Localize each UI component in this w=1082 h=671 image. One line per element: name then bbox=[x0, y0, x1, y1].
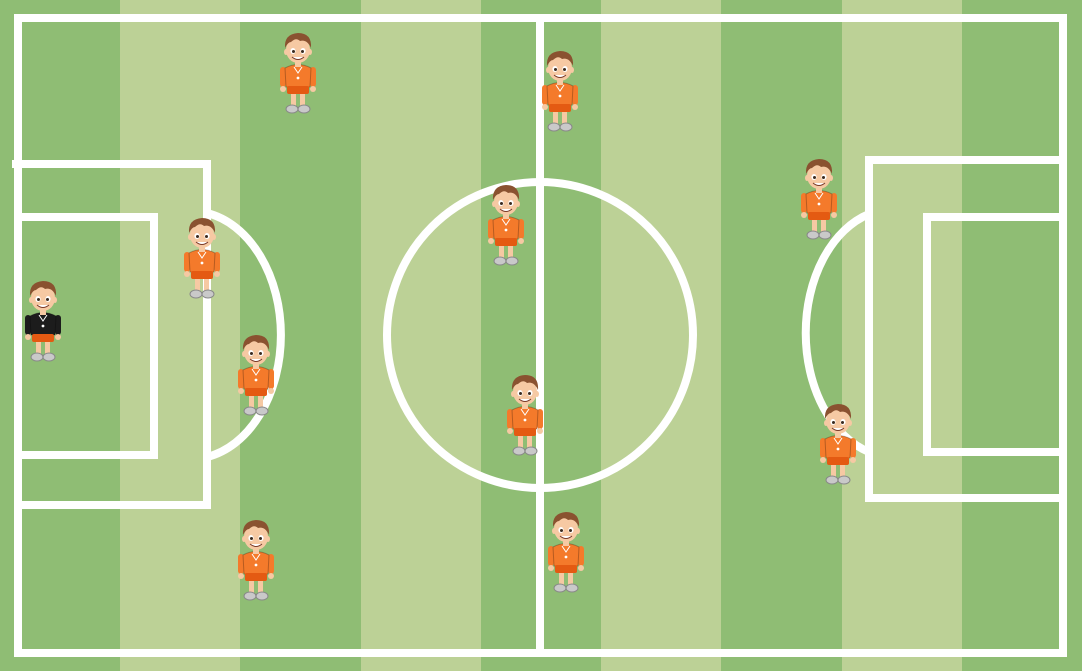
player-goalkeeper[interactable] bbox=[21, 276, 65, 364]
pitch-stripe bbox=[721, 0, 843, 671]
player-figure bbox=[548, 512, 584, 593]
right-goal-area bbox=[923, 213, 1063, 456]
player-figure bbox=[238, 335, 274, 416]
player-forward-2[interactable] bbox=[816, 399, 860, 487]
left-penalty-area bbox=[12, 160, 211, 509]
player-figure bbox=[801, 159, 837, 240]
player-defender-2[interactable] bbox=[234, 330, 278, 418]
player-midfielder-4[interactable] bbox=[544, 507, 588, 595]
center-circle bbox=[383, 178, 697, 492]
pitch-stripe bbox=[360, 0, 482, 671]
left-goal-area bbox=[18, 213, 158, 459]
player-figure bbox=[280, 33, 316, 114]
player-midfielder-2[interactable] bbox=[484, 180, 528, 268]
player-figure bbox=[184, 218, 220, 299]
player-forward-1[interactable] bbox=[797, 154, 841, 242]
player-figure bbox=[542, 51, 578, 132]
left-penalty-arc bbox=[206, 209, 285, 461]
player-midfielder-1[interactable] bbox=[538, 46, 582, 134]
right-penalty-area bbox=[865, 156, 1063, 502]
player-defender-1[interactable] bbox=[180, 213, 224, 301]
player-defender-3[interactable] bbox=[234, 515, 278, 603]
player-defender-4[interactable] bbox=[276, 28, 320, 116]
pitch-stripe bbox=[841, 0, 963, 671]
pitch-stripe bbox=[601, 0, 723, 671]
pitch-stripe bbox=[120, 0, 242, 671]
player-midfielder-3[interactable] bbox=[503, 370, 547, 458]
player-figure bbox=[507, 375, 543, 456]
player-figure bbox=[488, 185, 524, 266]
player-figure bbox=[238, 520, 274, 601]
player-figure bbox=[820, 404, 856, 485]
goalkeeper-figure bbox=[25, 281, 61, 362]
